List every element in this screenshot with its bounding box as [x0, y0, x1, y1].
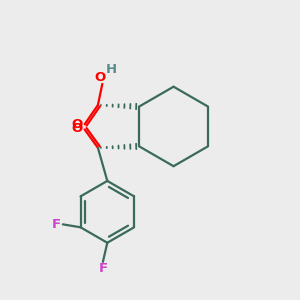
Text: O: O [72, 122, 83, 135]
Text: O: O [72, 118, 83, 131]
Text: H: H [106, 63, 117, 76]
Text: O: O [94, 71, 106, 84]
Text: F: F [98, 262, 107, 275]
Text: F: F [52, 218, 61, 231]
